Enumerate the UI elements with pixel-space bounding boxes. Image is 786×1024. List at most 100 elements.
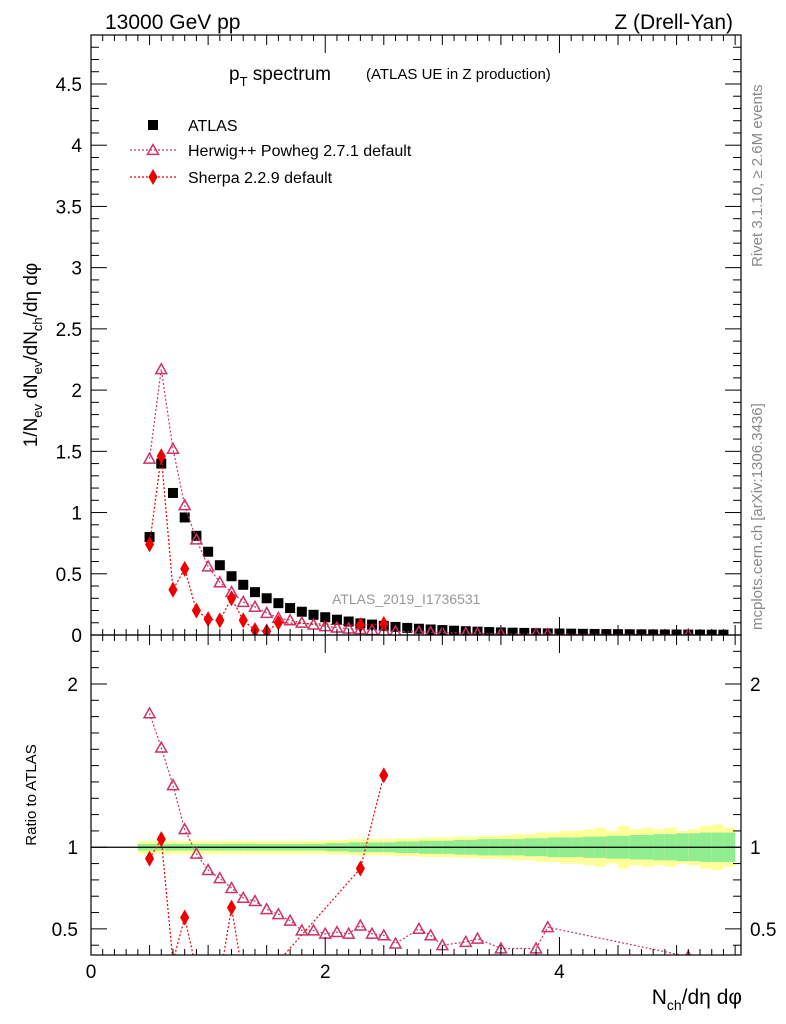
main-y-axis-title: 1/Nev dNev/dNch/dη dφ xyxy=(21,263,45,448)
herwig-data-point xyxy=(496,626,506,635)
atlas-data-point xyxy=(273,598,284,609)
ratio-y-tick-label: 2 xyxy=(67,675,78,696)
title-main-rest: spectrum xyxy=(248,64,331,85)
sherpa-ratio-point xyxy=(216,971,224,985)
atlas-data-point xyxy=(191,530,202,541)
title-main-sub: T xyxy=(240,74,248,89)
legend-atlas-marker xyxy=(148,120,158,130)
atlas-data-point xyxy=(167,487,178,498)
herwig-data-point xyxy=(201,559,215,572)
atlas-data-point xyxy=(296,606,307,617)
herwig-ratio-point xyxy=(341,926,356,939)
herwig-data-point xyxy=(248,599,262,612)
legend-label: Sherpa 2.2.9 default xyxy=(188,170,333,187)
herwig-data-point xyxy=(177,498,192,511)
sherpa-ratio-line xyxy=(149,775,385,955)
sherpa-ratio-point xyxy=(156,831,166,848)
herwig-data-point xyxy=(425,625,437,635)
x-tick-label: 4 xyxy=(554,962,565,983)
ratio-frame xyxy=(90,634,742,956)
herwig-ratio-point xyxy=(470,931,485,944)
sherpa-data-point xyxy=(203,611,213,628)
y-tick-label: 0.5 xyxy=(56,565,82,586)
atlas-data-point xyxy=(179,512,190,523)
herwig-data-point xyxy=(472,626,483,635)
herwig-data-point xyxy=(377,623,391,635)
ratio-y-axis-title: Ratio to ATLAS xyxy=(23,744,40,845)
herwig-data-point xyxy=(295,615,309,628)
ratio-y-tick-label: 0.5 xyxy=(52,920,78,941)
herwig-ratio-point xyxy=(142,706,157,719)
herwig-ratio-point xyxy=(271,907,286,920)
herwig-data-point xyxy=(413,624,425,635)
y-tick-label: 4 xyxy=(71,136,82,157)
legend-sherpa-marker xyxy=(148,168,158,186)
y-tick-label: 1 xyxy=(71,504,82,525)
chart-title: pT spectrum xyxy=(229,64,331,89)
sherpa-ratio-point xyxy=(239,971,247,985)
herwig-ratio-point xyxy=(412,921,426,935)
atlas-data-point xyxy=(203,546,214,557)
legend-label: ATLAS xyxy=(188,118,238,135)
sherpa-ratio-point xyxy=(192,963,200,977)
herwig-data-point xyxy=(460,626,471,635)
herwig-ratio-point xyxy=(224,881,239,894)
herwig-ratio-point xyxy=(201,863,215,876)
sherpa-data-point xyxy=(215,612,225,629)
sherpa-ratio-point xyxy=(277,953,280,955)
ratio-plot-area xyxy=(91,706,741,1001)
herwig-ratio-point xyxy=(459,934,473,948)
atlas-data-point xyxy=(331,614,342,625)
herwig-ratio-point xyxy=(189,846,204,859)
herwig-ratio-point xyxy=(388,936,403,949)
herwig-data-point xyxy=(154,362,169,375)
herwig-ratio-point xyxy=(365,926,379,939)
atlas-data-point xyxy=(238,579,249,590)
analysis-watermark: ATLAS_2019_I1736531 xyxy=(332,591,481,607)
sherpa-data-point xyxy=(226,590,237,607)
legend-herwig-marker xyxy=(146,142,160,156)
sherpa-data-point xyxy=(168,581,178,598)
sherpa-ratio-point xyxy=(263,987,271,1001)
atlas-data-point xyxy=(343,616,354,627)
ratio-y-tick-label-right: 1 xyxy=(750,838,761,859)
title-main: p xyxy=(229,64,240,85)
atlas-data-point xyxy=(261,593,272,604)
herwig-ratio-point xyxy=(166,778,180,791)
herwig-ratio-point xyxy=(177,822,192,835)
herwig-data-point xyxy=(531,626,541,635)
header-left: 13000 GeV pp xyxy=(105,11,240,34)
y-tick-label: 1.5 xyxy=(56,442,82,463)
herwig-ratio-point xyxy=(248,894,262,907)
legend: ATLAS Herwig++ Powheg 2.7.1 default Sherpa… xyxy=(130,118,412,187)
herwig-ratio-point xyxy=(540,920,555,933)
atlas-data-point xyxy=(285,603,296,614)
sherpa-ratio-point xyxy=(204,974,212,988)
sherpa-ratio-point xyxy=(251,987,259,1001)
sherpa-data-point xyxy=(191,602,201,619)
sherpa-ratio-point xyxy=(172,953,174,955)
herwig-data-point xyxy=(142,451,157,464)
ratio-y-tick-label-right: 0.5 xyxy=(750,920,776,941)
sherpa-ratio-point xyxy=(355,860,365,877)
x-tick-label: 2 xyxy=(320,962,331,983)
y-tick-label: 0 xyxy=(71,626,82,647)
herwig-data-point xyxy=(236,594,251,608)
y-tick-label: 3 xyxy=(71,259,82,280)
herwig-data-point xyxy=(306,617,321,630)
atlas-data-point xyxy=(402,622,413,633)
y-tick-label: 3.5 xyxy=(56,197,82,218)
sherpa-data-point xyxy=(156,448,166,465)
herwig-ratio-point xyxy=(283,913,297,926)
ratio-y-tick-label: 1 xyxy=(67,838,78,859)
sherpa-ratio-point xyxy=(180,909,190,926)
sherpa-ratio-point xyxy=(226,899,237,916)
rivet-label: Rivet 3.1.10, ≥ 2.6M events xyxy=(749,85,766,268)
herwig-ratio-point xyxy=(377,928,391,941)
herwig-data-point xyxy=(437,625,448,635)
herwig-data-point xyxy=(684,627,693,635)
atlas-data-point xyxy=(214,560,225,571)
sherpa-ratio-point xyxy=(144,850,155,867)
atlas-data-point xyxy=(226,571,237,582)
